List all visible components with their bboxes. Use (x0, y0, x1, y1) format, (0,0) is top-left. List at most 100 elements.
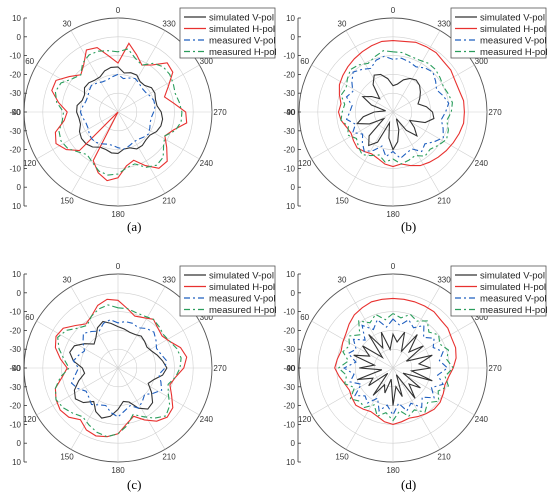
radial-tick-label: -20 (9, 70, 21, 79)
legend-label: measured H-pol (480, 47, 548, 58)
radial-tick-label: -30 (9, 127, 21, 136)
legend-label: simulated H-pol (480, 282, 546, 293)
grid-spoke (392, 111, 441, 194)
radial-tick-label: 10 (286, 270, 295, 279)
series-line-2 (79, 73, 156, 150)
grid-spoke (392, 286, 441, 369)
angle-tick-label: 120 (23, 415, 37, 424)
legend-label: measured V-pol (209, 36, 276, 47)
angle-tick-label: 60 (25, 57, 34, 66)
grid-spoke (70, 111, 119, 194)
grid-spoke (345, 286, 394, 369)
grid-spoke (36, 64, 119, 113)
series-line-2 (342, 318, 449, 417)
grid-spoke (345, 367, 394, 450)
series-line-0 (76, 66, 164, 154)
angle-tick-label: 120 (298, 159, 312, 168)
angle-tick-label: 0 (116, 262, 121, 271)
radial-tick-label: -10 (9, 420, 21, 429)
angle-tick-label: 90 (287, 364, 296, 373)
angle-tick-label: 240 (200, 415, 214, 424)
radial-tick-label: -40 (9, 364, 21, 373)
radial-tick-label: -30 (9, 345, 21, 354)
legend-box (450, 265, 547, 317)
radial-tick-label: -30 (9, 89, 21, 98)
angle-tick-label: 150 (335, 452, 349, 461)
angle-tick-label: 330 (162, 20, 176, 29)
grid-spoke (117, 320, 200, 369)
radial-tick-label: -10 (9, 52, 21, 61)
angle-tick-label: 210 (437, 196, 451, 205)
angle-tick-label: 150 (60, 196, 74, 205)
polar-plot-1: 0 30 60 90 120 150 180 210 240 270 300 330 10 0 -10 -20… (283, 6, 547, 219)
series-line-0 (69, 320, 168, 419)
radial-tick-label: -20 (9, 402, 21, 411)
legend-label: measured H-pol (480, 305, 548, 316)
radial-tick-label: -10 (283, 420, 295, 429)
angle-tick-label: 210 (162, 196, 176, 205)
legend-box (179, 265, 276, 317)
angle-tick-label: 60 (25, 313, 34, 322)
angle-tick-label: 300 (475, 313, 489, 322)
radial-tick-label: 10 (286, 458, 295, 467)
caption-d: (d) (401, 477, 417, 492)
angle-tick-label: 30 (63, 276, 72, 285)
radial-tick-label: -20 (283, 402, 295, 411)
radial-tick-label: -30 (283, 89, 295, 98)
radial-tick-label: -30 (283, 345, 295, 354)
legend-label: measured V-pol (480, 36, 547, 47)
grid-spoke (392, 64, 475, 113)
radial-tick-label: 10 (12, 458, 21, 467)
grid-spoke (36, 111, 119, 160)
series-line-1 (337, 40, 465, 168)
angle-tick-label: 270 (488, 364, 502, 373)
angle-tick-label: 330 (162, 276, 176, 285)
angle-tick-label: 180 (386, 210, 400, 219)
grid-spoke (36, 367, 119, 416)
angle-tick-label: 300 (200, 57, 214, 66)
radial-tick-label: 10 (286, 14, 295, 23)
grid-spoke (117, 367, 200, 416)
series-line-2 (345, 55, 450, 160)
angle-tick-label: 180 (386, 466, 400, 475)
grid-spoke (311, 367, 394, 416)
radial-tick-label: 0 (17, 289, 22, 298)
angle-tick-label: 30 (338, 20, 347, 29)
angle-tick-label: 240 (475, 415, 489, 424)
angle-tick-label: 0 (391, 6, 396, 15)
grid-spoke (311, 64, 394, 113)
angle-tick-label: 180 (111, 210, 125, 219)
legend-label: measured H-pol (209, 47, 277, 58)
angle-tick-label: 210 (437, 452, 451, 461)
series-line-1 (334, 297, 457, 425)
radial-tick-label: 0 (17, 183, 22, 192)
radial-tick-label: 0 (291, 439, 296, 448)
angle-tick-label: 180 (111, 466, 125, 475)
angle-tick-label: 330 (437, 20, 451, 29)
angle-tick-label: 90 (287, 108, 296, 117)
legend-label: simulated V-pol (480, 271, 545, 282)
radial-tick-label: 0 (17, 439, 22, 448)
series-line-0 (353, 331, 433, 406)
angle-tick-label: 240 (475, 159, 489, 168)
angle-tick-label: 0 (391, 262, 396, 271)
angle-tick-label: 90 (12, 108, 21, 117)
angle-tick-label: 270 (213, 108, 227, 117)
radial-tick-label: -10 (9, 164, 21, 173)
angle-tick-label: 120 (23, 159, 37, 168)
angle-tick-label: 120 (298, 415, 312, 424)
radial-tick-label: -20 (283, 70, 295, 79)
angle-tick-label: 210 (162, 452, 176, 461)
grid-spoke (117, 64, 200, 113)
grid-spoke (70, 286, 119, 369)
grid-spoke (117, 30, 166, 113)
radial-tick-label: -20 (9, 146, 21, 155)
angle-tick-label: 150 (335, 196, 349, 205)
grid-spoke (392, 111, 475, 160)
grid-spoke (345, 30, 394, 113)
angle-tick-label: 150 (60, 452, 74, 461)
legend-label: simulated H-pol (209, 24, 275, 35)
